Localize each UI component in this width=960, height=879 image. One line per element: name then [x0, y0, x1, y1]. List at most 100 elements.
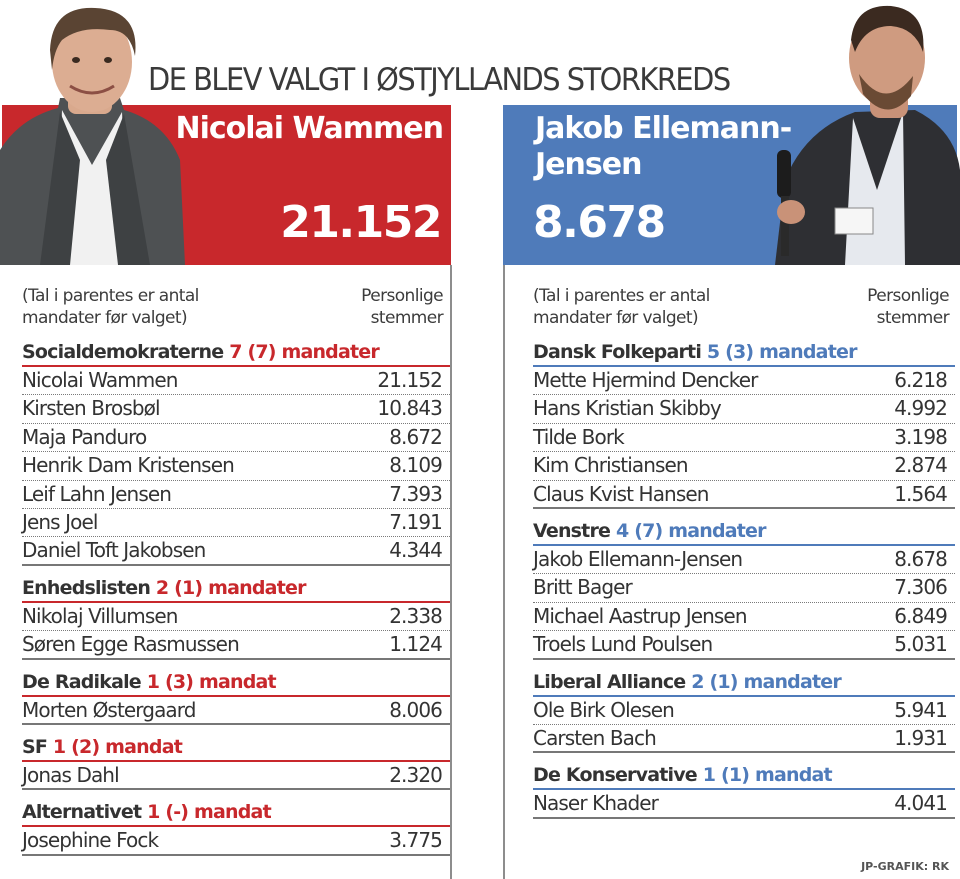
- member-name: Henrik Dam Kristensen: [22, 453, 235, 478]
- member-row: Naser Khader 4.041: [533, 790, 955, 819]
- party-seats: 1 (-) mandat: [147, 801, 272, 824]
- party-header: Dansk Folkeparti 5 (3) mandater: [533, 340, 955, 367]
- candidate-name: Jakob Ellemann- Jensen: [535, 111, 795, 183]
- member-name: Nicolai Wammen: [22, 368, 178, 392]
- note-line: (Tal i parentes er antal: [22, 286, 199, 306]
- member-name: Daniel Toft Jakobsen: [22, 538, 206, 563]
- party-name: Liberal Alliance: [533, 670, 686, 693]
- member-votes: 6.849: [894, 603, 948, 628]
- member-row: Nikolaj Villumsen 2.338: [22, 603, 450, 632]
- member-row: Claus Kvist Hansen 1.564: [533, 481, 955, 509]
- member-name: Naser Khader: [533, 791, 659, 816]
- note-line: (Tal i parentes er antal: [533, 286, 710, 306]
- member-list: Ole Birk Olesen 5.941 Carsten Bach 1.931: [533, 697, 955, 754]
- member-row: Kim Christiansen 2.874: [533, 452, 955, 481]
- column-header: (Tal i parentes er antal mandater før va…: [2, 265, 450, 340]
- member-row: Josephine Fock 3.775: [22, 827, 450, 856]
- member-name: Mette Hjermind Dencker: [533, 368, 758, 392]
- candidate-name: Nicolai Wammen: [175, 111, 444, 146]
- member-name: Britt Bager: [533, 575, 633, 600]
- member-row: Troels Lund Poulsen 5.031: [533, 631, 955, 660]
- member-votes: 3.775: [389, 828, 443, 853]
- member-votes: 2.320: [389, 762, 443, 787]
- member-name: Tilde Bork: [533, 424, 625, 449]
- member-votes: 1.931: [894, 725, 948, 750]
- party-header: Venstre 4 (7) mandater: [533, 519, 955, 546]
- member-list: Nicolai Wammen 21.152 Kirsten Brosbøl 10.84…: [22, 367, 450, 566]
- column-header: (Tal i parentes er antal mandater før va…: [505, 265, 957, 340]
- party-section: De Radikale 1 (3) mandat Morten Østergaar…: [22, 670, 450, 725]
- member-list: Josephine Fock 3.775: [22, 827, 450, 856]
- member-votes: 1.564: [894, 481, 948, 506]
- label-line: Personlige: [361, 286, 443, 306]
- member-votes: 7.393: [389, 481, 443, 506]
- personal-votes-label: Personlige stemmer: [361, 285, 443, 329]
- party-name: De Radikale: [22, 670, 142, 693]
- member-votes: 21.152: [377, 368, 442, 392]
- member-votes: 10.843: [377, 396, 442, 421]
- member-name: Troels Lund Poulsen: [533, 632, 713, 657]
- member-row: Hans Kristian Skibby 4.992: [533, 395, 955, 424]
- party-list: Dansk Folkeparti 5 (3) mandater Mette Hje…: [505, 340, 957, 819]
- member-row: Jonas Dahl 2.320: [22, 762, 450, 791]
- member-list: Nikolaj Villumsen 2.338 Søren Egge Rasmuss…: [22, 603, 450, 660]
- member-votes: 5.031: [894, 632, 948, 657]
- party-section: Dansk Folkeparti 5 (3) mandater Mette Hje…: [533, 340, 955, 509]
- party-name: SF: [22, 735, 48, 758]
- party-header: Alternativet 1 (-) mandat: [22, 800, 450, 828]
- party-section: Enhedslisten 2 (1) mandater Nikolaj Villu…: [22, 576, 450, 660]
- member-votes: 7.306: [894, 575, 948, 600]
- portrait-photo-icon: [0, 7, 185, 265]
- party-seats: 2 (1) mandater: [691, 670, 842, 693]
- party-section: Liberal Alliance 2 (1) mandater Ole Birk …: [533, 670, 955, 754]
- member-row: Kirsten Brosbøl 10.843: [22, 395, 450, 424]
- member-row: Morten Østergaard 8.006: [22, 697, 450, 725]
- label-line: Personlige: [867, 286, 949, 306]
- note-line: mandater før valget): [533, 308, 699, 328]
- member-votes: 7.191: [389, 509, 443, 534]
- member-votes: 4.992: [894, 396, 948, 421]
- member-row: Søren Egge Rasmussen 1.124: [22, 631, 450, 660]
- member-row: Jakob Ellemann-Jensen 8.678: [533, 546, 955, 575]
- results-column-left: (Tal i parentes er antal mandater før va…: [2, 265, 452, 879]
- member-name: Hans Kristian Skibby: [533, 396, 722, 421]
- member-votes: 8.672: [389, 424, 443, 449]
- party-name: Enhedslisten: [22, 576, 151, 599]
- member-votes: 3.198: [894, 424, 948, 449]
- member-votes: 2.338: [389, 603, 443, 628]
- candidate-votes: 8.678: [533, 197, 666, 248]
- member-row: Nicolai Wammen 21.152: [22, 367, 450, 396]
- member-list: Jonas Dahl 2.320: [22, 762, 450, 791]
- member-name: Kirsten Brosbøl: [22, 396, 161, 421]
- party-section: SF 1 (2) mandat Jonas Dahl 2.320: [22, 735, 450, 791]
- party-header: De Konservative 1 (1) mandat: [533, 763, 955, 791]
- party-seats: 2 (1) mandater: [155, 576, 307, 599]
- member-list: Morten Østergaard 8.006: [22, 697, 450, 725]
- member-votes: 8.006: [389, 697, 443, 722]
- member-list: Mette Hjermind Dencker 6.218 Hans Kristian…: [533, 367, 955, 509]
- party-name: Socialdemokraterne: [22, 341, 224, 363]
- party-seats: 1 (3) mandat: [146, 670, 277, 693]
- member-name: Søren Egge Rasmussen: [22, 632, 240, 657]
- member-row: Jens Joel 7.191: [22, 509, 450, 538]
- member-name: Morten Østergaard: [22, 697, 196, 722]
- party-header: Socialdemokraterne 7 (7) mandater: [22, 340, 450, 367]
- member-votes: 8.109: [389, 453, 443, 478]
- member-name: Michael Aastrup Jensen: [533, 603, 747, 628]
- member-list: Naser Khader 4.041: [533, 790, 955, 819]
- member-name: Maja Panduro: [22, 424, 147, 449]
- candidate-votes: 21.152: [280, 197, 442, 248]
- member-name: Jens Joel: [22, 509, 98, 534]
- party-header: SF 1 (2) mandat: [22, 735, 450, 762]
- party-section: Alternativet 1 (-) mandat Josephine Fock 3…: [22, 800, 450, 856]
- parenthesis-note: (Tal i parentes er antal mandater før va…: [533, 285, 710, 329]
- member-votes: 1.124: [389, 632, 443, 657]
- portrait-with-microphone-icon: [775, 5, 960, 265]
- member-votes: 5.941: [894, 697, 948, 722]
- member-name: Kim Christiansen: [533, 453, 689, 478]
- member-name: Carsten Bach: [533, 725, 657, 750]
- party-header: De Radikale 1 (3) mandat: [22, 670, 450, 697]
- results-column-right: (Tal i parentes er antal mandater før va…: [503, 265, 957, 879]
- label-line: stemmer: [370, 308, 444, 328]
- party-section: Socialdemokraterne 7 (7) mandater Nicolai…: [22, 340, 450, 566]
